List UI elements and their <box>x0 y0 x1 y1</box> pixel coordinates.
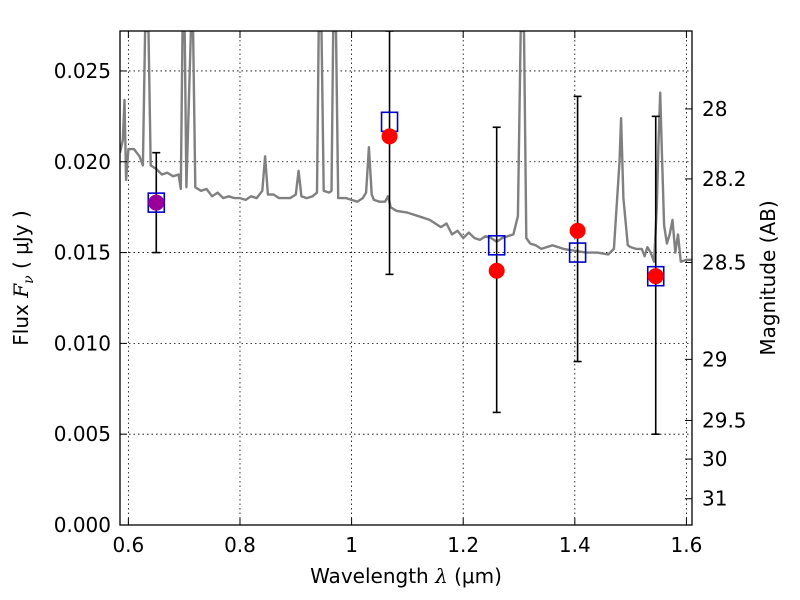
observed-circle-marker <box>647 268 664 285</box>
y-tick-label: 0.025 <box>54 59 111 83</box>
error-bar <box>385 31 394 276</box>
x-axis-label: Wavelength λ (μm) <box>310 564 502 588</box>
y-axis-label-subscript: ν <box>21 275 37 284</box>
data-layer <box>120 31 692 435</box>
y-axis-right-label: Magnitude (AB) <box>756 200 780 355</box>
mag-tick-label: 28 <box>702 97 727 121</box>
observed-circle-marker <box>488 262 505 279</box>
model-square-marker <box>568 242 587 263</box>
observed-circle-marker <box>381 128 398 145</box>
plot-background <box>120 31 692 525</box>
y-tick-label: 0.010 <box>54 331 111 355</box>
y-axis-label-unit: ( μJy ) <box>9 210 33 275</box>
mag-tick-label: 30 <box>702 447 727 471</box>
y-tick-label: 0.015 <box>54 241 111 265</box>
model-square-marker <box>487 235 506 256</box>
mag-tick-label: 29 <box>702 347 727 371</box>
highlight-circle-marker <box>148 194 165 211</box>
x-tick-label: 1 <box>345 533 358 557</box>
mag-tick-label: 28.2 <box>702 167 747 191</box>
x-tick-label: 1.2 <box>447 533 479 557</box>
y-axis-label: Flux Fν ( μJy ) <box>9 210 37 345</box>
y-axis-label-main: Flux <box>9 298 33 346</box>
x-axis-label-symbol: λ <box>434 564 448 588</box>
x-tick-label: 0.6 <box>112 533 144 557</box>
mag-tick-label: 29.5 <box>702 408 747 432</box>
x-tick-label: 1.4 <box>559 533 591 557</box>
ticks: 0.6 0.8 1 1.2 1.4 1.6 0.000 0.005 0.010 0.015 0.02… <box>54 31 747 557</box>
y-tick-label: 0.020 <box>54 150 111 174</box>
mag-tick-label: 28.5 <box>702 250 747 274</box>
plot-frame <box>119 30 693 526</box>
x-tick-label: 1.6 <box>671 533 703 557</box>
x-axis-label-unit: (μm) <box>448 564 502 588</box>
mag-tick-label: 31 <box>702 487 727 511</box>
y-axis-label-symbol: F <box>9 283 33 299</box>
x-tick-label: 0.8 <box>224 533 256 557</box>
observed-circle-marker <box>569 222 586 239</box>
y-tick-label: 0.005 <box>54 422 111 446</box>
spectrum-line <box>120 31 692 263</box>
y-tick-label: 0.000 <box>54 513 111 537</box>
x-axis-label-main: Wavelength <box>310 564 435 588</box>
